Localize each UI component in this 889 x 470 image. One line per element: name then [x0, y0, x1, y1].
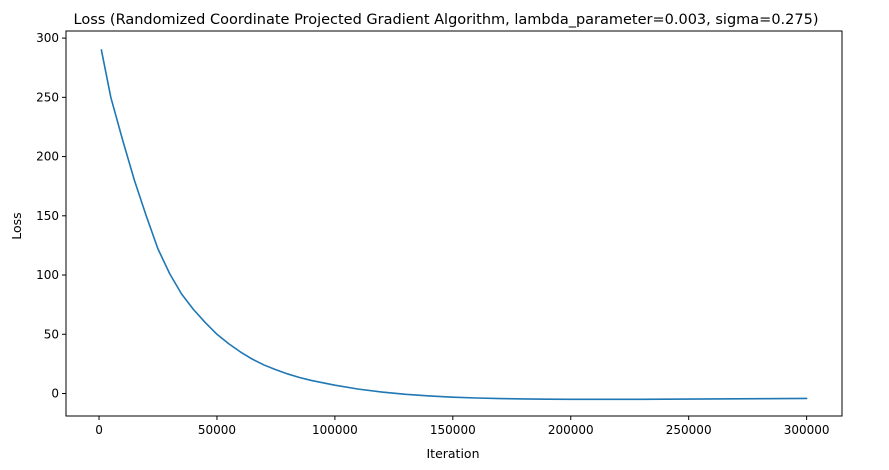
- x-tick-label: 300000: [784, 423, 830, 437]
- y-tick-label: 100: [36, 268, 59, 282]
- x-tick-label: 0: [95, 423, 103, 437]
- x-tick-label: 200000: [548, 423, 594, 437]
- y-tick-label: 150: [36, 209, 59, 223]
- y-tick-label: 200: [36, 150, 59, 164]
- y-axis-label: Loss: [9, 212, 24, 239]
- y-tick-label: 0: [51, 386, 59, 400]
- x-tick-label: 50000: [198, 423, 236, 437]
- loss-series-line: [100, 49, 808, 401]
- x-tick-label: 250000: [666, 423, 712, 437]
- y-tick-label: 250: [36, 90, 59, 104]
- plot-area: 0 50000 100000 150000 200000 250000 300000 0 50 1…: [36, 30, 843, 437]
- x-tick-label: 100000: [312, 423, 358, 437]
- x-tick-label: 150000: [430, 423, 476, 437]
- y-tick-label: 300: [36, 31, 59, 45]
- plot-frame: [65, 30, 843, 417]
- y-tick-label: 50: [44, 327, 59, 341]
- chart-title: Loss (Randomized Coordinate Projected Gr…: [74, 12, 819, 28]
- x-axis-label: Iteration: [426, 446, 479, 461]
